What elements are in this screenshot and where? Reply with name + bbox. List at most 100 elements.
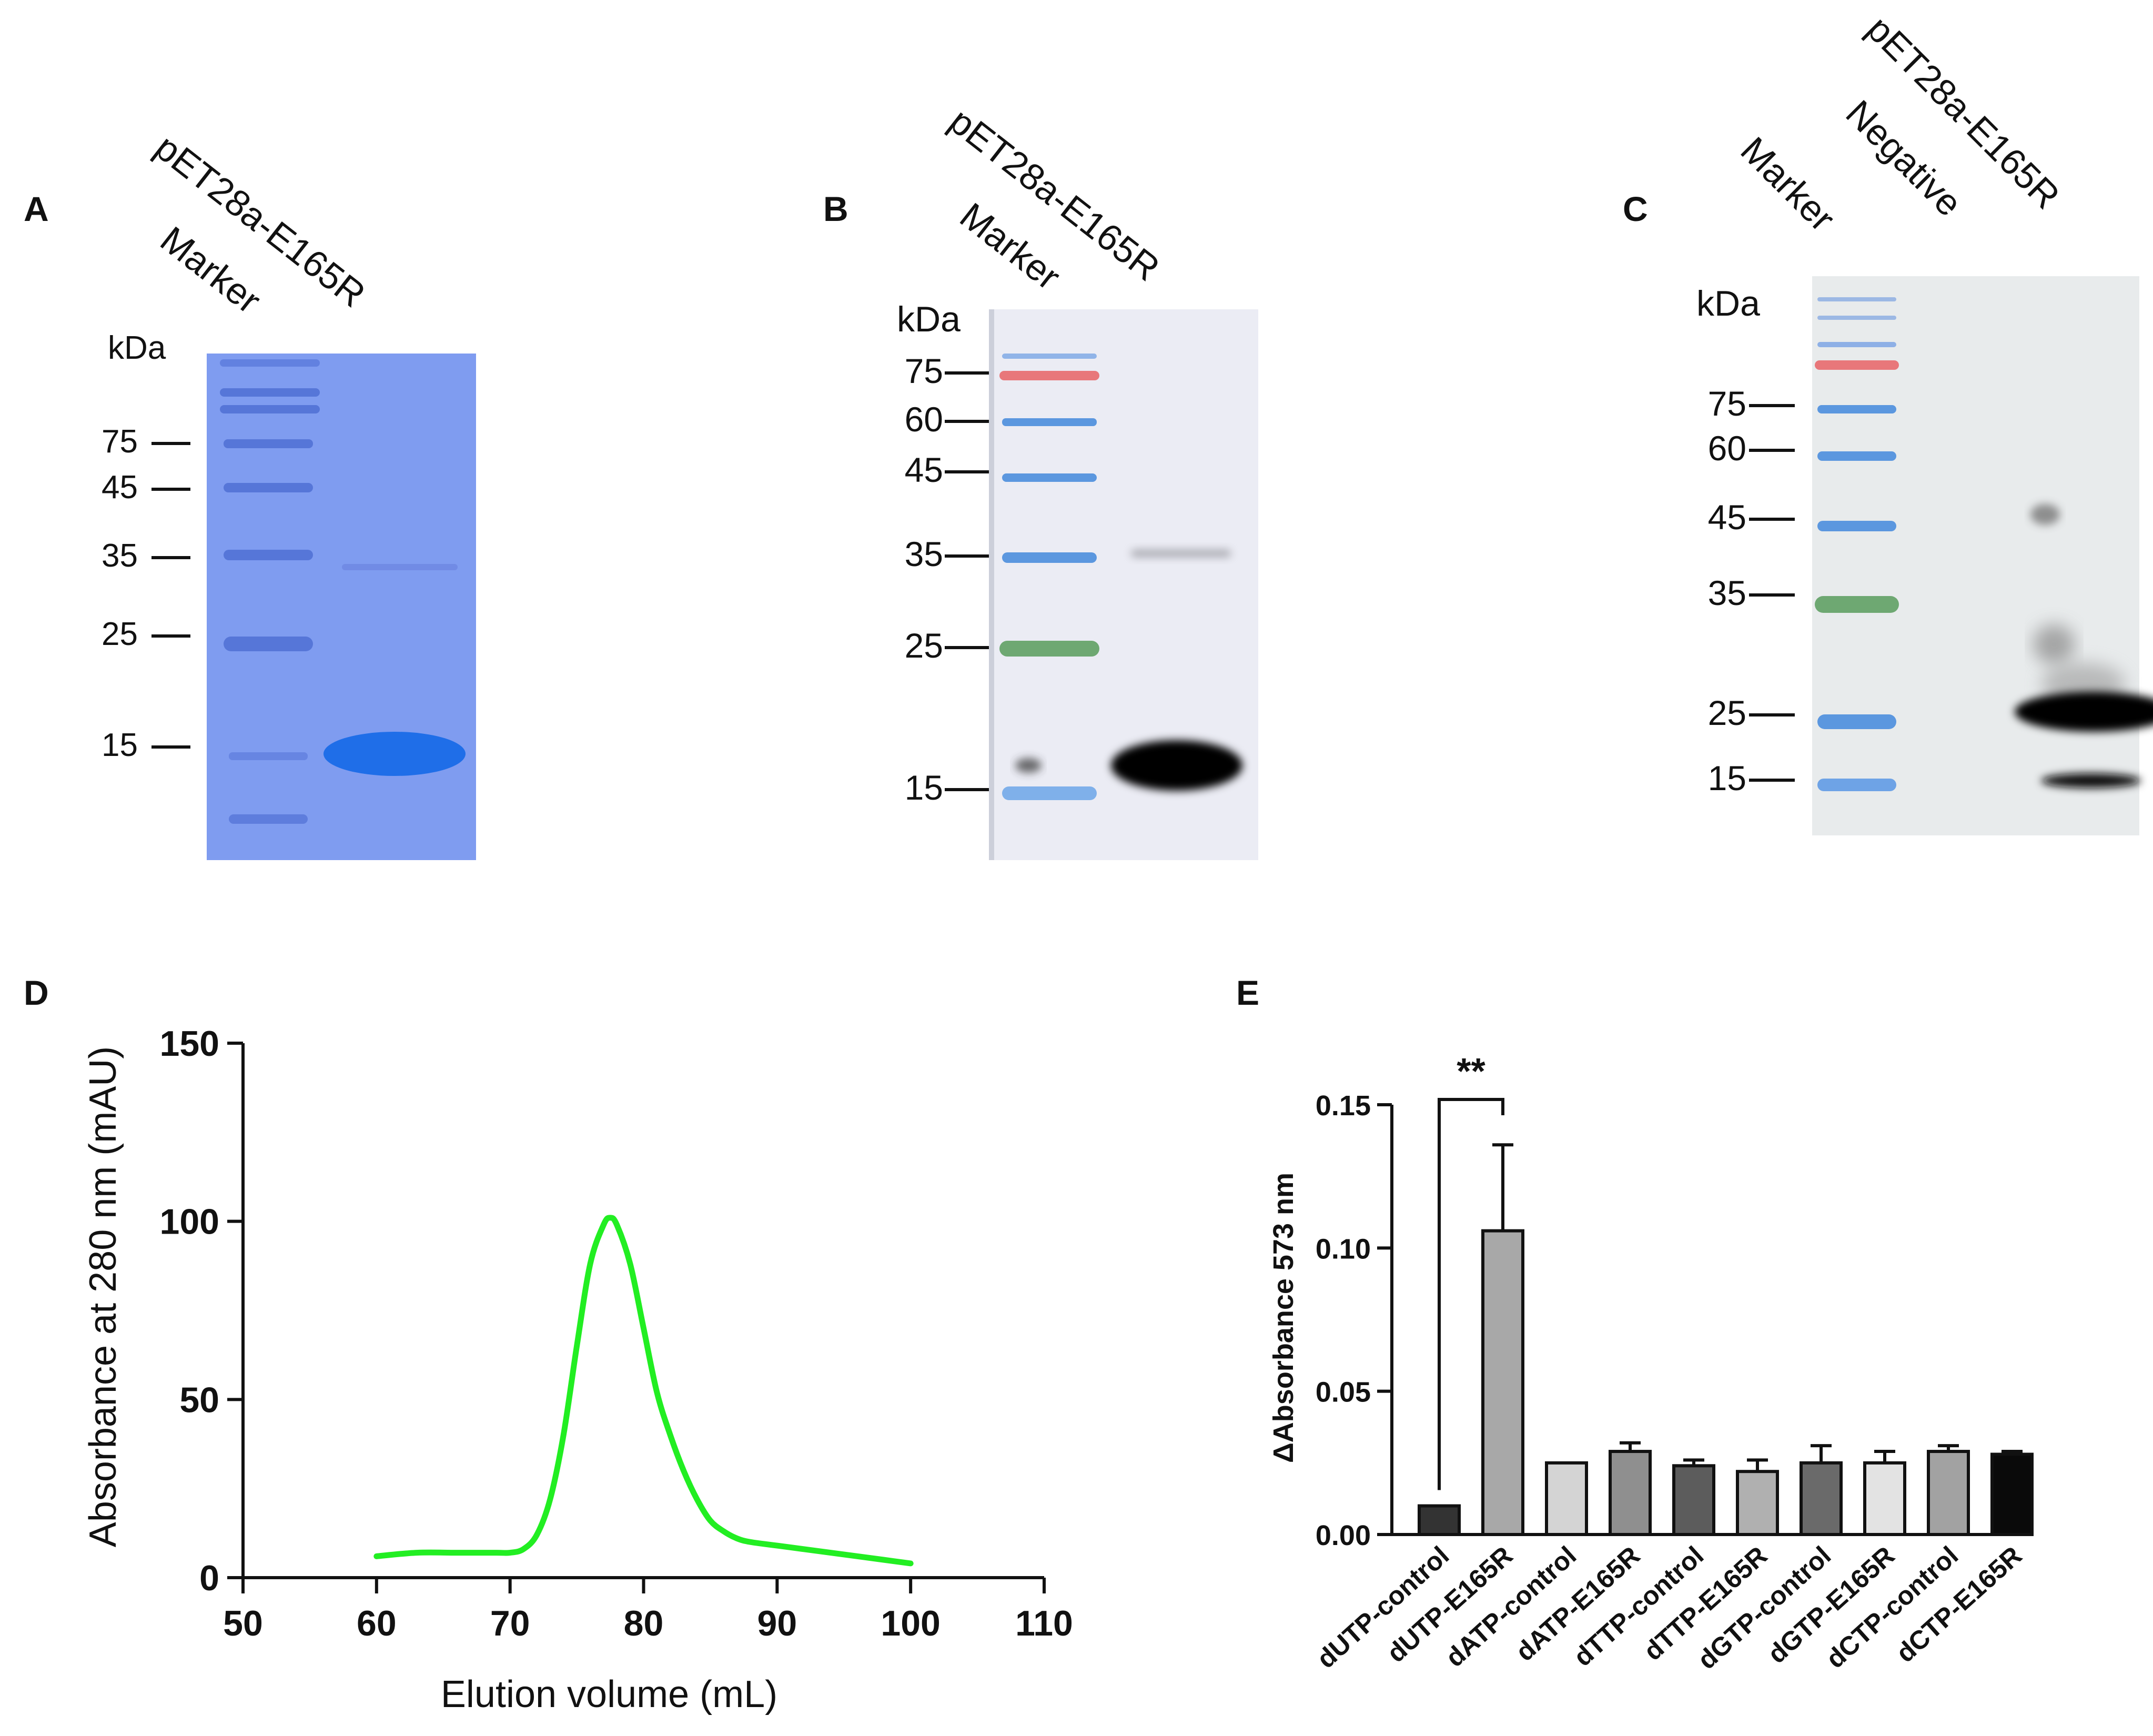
panel-a-mw-markers: 75 45 35 25 15: [102, 423, 190, 763]
ladder-band: [1817, 297, 1896, 301]
mw-label-25: 25: [102, 616, 138, 652]
panel-c: C Marker Negative pET28a-E165R kDa 75: [1623, 8, 2153, 835]
mw-label-60: 60: [905, 400, 943, 439]
panel-a-gel: [207, 354, 476, 860]
mw-label-75: 75: [102, 423, 138, 460]
ladder-band: [1817, 405, 1896, 413]
ladder-band: [224, 483, 313, 492]
significance-label: **: [1457, 1051, 1485, 1092]
panel-c-lane-sample: pET28a-E165R: [1859, 8, 2067, 216]
ladder-band: [999, 371, 1099, 380]
bar-dGTP-E165R: [1863, 1461, 1906, 1536]
mw-label-75: 75: [905, 351, 943, 390]
mw-label-25: 25: [1708, 693, 1746, 732]
ladder-band: [220, 388, 320, 397]
panel-c-kda-label: kDa: [1696, 284, 1760, 324]
ladder-band: [1002, 473, 1097, 482]
ladder-band: [1002, 418, 1097, 426]
membrane-edge: [989, 309, 994, 860]
y-tick-label: 0.00: [1316, 1520, 1371, 1551]
panel-c-sample-signal: [2015, 504, 2153, 788]
ladder-band: [1815, 596, 1899, 613]
ladder-band: [1817, 342, 1896, 347]
ladder-band: [1002, 552, 1097, 563]
x-tick-label: 60: [357, 1603, 397, 1643]
ladder-band: [999, 641, 1099, 657]
panel-b-kda-label: kDa: [897, 299, 961, 339]
bar-dATP-E165R: [1609, 1450, 1652, 1536]
ladder-band: [1815, 360, 1899, 370]
ladder-band: [1002, 786, 1097, 800]
mw-label-60: 60: [1708, 429, 1746, 468]
mw-label-45: 45: [905, 450, 943, 489]
bar-dTTP-E165R: [1736, 1470, 1779, 1537]
ladder-band: [224, 439, 313, 448]
panel-e-y-axis-label: ΔAbsorbance 573 nm: [1268, 1173, 1299, 1463]
mw-label-45: 45: [1708, 498, 1746, 537]
y-tick-label: 100: [160, 1202, 219, 1242]
x-tick-label: 110: [1015, 1603, 1073, 1643]
x-tick-label: 70: [490, 1603, 530, 1643]
bar-dUTP-E165R: [1481, 1229, 1524, 1536]
bar-dCTP-control: [1927, 1450, 1970, 1536]
panel-a: A Marker pET28a-E165R kDa 75 45 35 25: [24, 126, 476, 860]
bar-dATP-control: [1545, 1461, 1588, 1536]
y-tick-label: 150: [160, 1024, 219, 1064]
panel-b-letter: B: [823, 189, 848, 228]
ladder-band: [1817, 779, 1896, 791]
panel-d-y-axis-label: Absorbance at 280 nm (mAU): [82, 1046, 124, 1547]
absorbance-curve-line: [373, 1215, 914, 1567]
panel-c-marker-ladder: [1815, 297, 1899, 791]
x-tick-label: 100: [881, 1603, 940, 1643]
y-tick-label: 0.05: [1316, 1377, 1371, 1408]
panel-b-marker-ladder: [999, 354, 1099, 800]
ladder-band: [1817, 451, 1896, 461]
panel-b-mw-markers: 75 60 45 35 25 15: [905, 351, 989, 807]
ladder-band: [229, 752, 308, 760]
panel-c-membrane: [1812, 276, 2139, 835]
mw-label-45: 45: [102, 469, 138, 506]
mw-label-15: 15: [102, 727, 138, 763]
panel-d-letter: D: [24, 973, 49, 1012]
ladder-band: [1002, 354, 1097, 359]
ladder-band: [1817, 521, 1896, 531]
signal-smear: [2033, 624, 2075, 664]
x-tick-label: 50: [223, 1603, 263, 1643]
panel-a-faint-band: [342, 564, 458, 570]
x-tick-label: 90: [757, 1603, 797, 1643]
panel-e-plot: 0.000.050.100.15dUTP-controldUTP-E165RdA…: [1311, 1051, 2034, 1675]
ladder-band: [220, 405, 320, 413]
panel-c-lane-marker: Marker: [1733, 129, 1843, 239]
panel-c-mw-markers: 75 60 45 35 25 15: [1708, 384, 1795, 798]
mw-label-75: 75: [1708, 384, 1746, 423]
y-tick-label: 50: [179, 1380, 219, 1420]
ladder-band: [1817, 714, 1896, 729]
significance-bracket: [1438, 1098, 1504, 1490]
ladder-band: [224, 637, 313, 651]
panel-b-protein-band: [1111, 740, 1242, 791]
panel-c-letter: C: [1623, 189, 1648, 228]
y-tick-label: 0: [199, 1558, 219, 1598]
ladder-band: [224, 550, 313, 560]
ladder-band: [229, 814, 308, 824]
signal-band-15: [2041, 773, 2141, 788]
x-tick-label: 80: [624, 1603, 664, 1643]
mw-label-35: 35: [102, 538, 138, 574]
y-tick-label: 0.15: [1316, 1090, 1371, 1122]
mw-label-15: 15: [1708, 759, 1746, 798]
panel-a-protein-band: [324, 732, 466, 776]
mw-label-15: 15: [905, 768, 943, 807]
bar-dUTP-control: [1418, 1504, 1461, 1537]
panel-d: D Absorbance at 280 nm (mAU) Elution vol…: [24, 973, 1073, 1715]
panel-b: B Marker pET28a-E165R kDa 75 60 45 35 2: [823, 100, 1258, 860]
mw-label-25: 25: [905, 626, 943, 665]
bar-dTTP-control: [1672, 1464, 1715, 1537]
ladder-band: [220, 359, 320, 367]
signal-band-25: [2015, 692, 2153, 732]
panel-e-letter: E: [1236, 973, 1259, 1012]
y-tick-label: 0.10: [1316, 1233, 1371, 1265]
panel-e: E ΔAbsorbance 573 nm 0.000.050.100.15dUT…: [1236, 973, 2034, 1675]
